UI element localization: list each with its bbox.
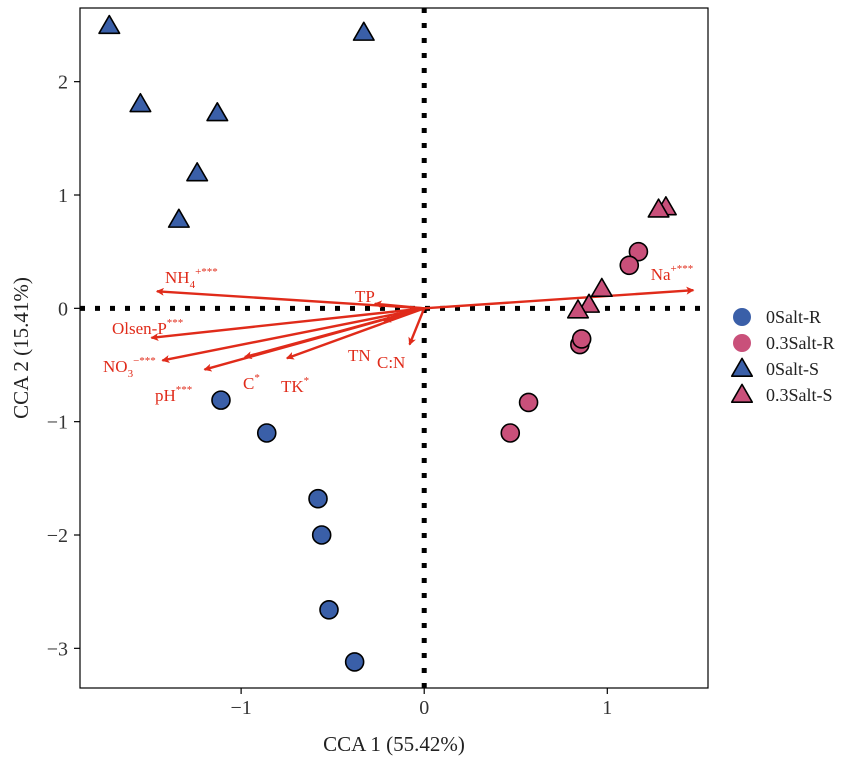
legend-marker-0salt-r: [733, 308, 751, 326]
point-0-3salt-s: [566, 299, 590, 319]
legend-marker-0-3salt-s: [730, 383, 754, 403]
point-0salt-r: [311, 525, 332, 545]
legend-label-0salt-s: 0Salt-S: [766, 359, 819, 379]
vector-label-tk: TK*: [281, 375, 309, 396]
vector-label-na: Na+***: [651, 263, 694, 284]
x-tick-label: −1: [230, 697, 251, 719]
point-0salt-r: [256, 423, 277, 443]
y-axis-title: CCA 2 (15.41%): [9, 277, 33, 419]
y-tick-label: −3: [47, 638, 68, 660]
point-0salt-r: [344, 652, 365, 672]
sample-points: [98, 14, 677, 672]
point-0-3salt-s: [577, 293, 601, 313]
point-0-3salt-s: [590, 277, 613, 298]
y-tick-label: −1: [47, 412, 68, 434]
point-0-3salt-r: [571, 329, 592, 349]
vector-label-nh: NH4+***: [165, 266, 218, 291]
point-0salt-s: [206, 101, 229, 122]
legend-label-0-3salt-s: 0.3Salt-S: [766, 385, 833, 405]
vector-label-c: C*: [243, 372, 260, 393]
point-0-3salt-r: [500, 423, 521, 443]
vector-arrow-tp: [373, 300, 425, 310]
y-tick-label: 1: [58, 185, 68, 207]
axes: −1 0 1 −3 −2 −1 0 1 2: [47, 72, 613, 719]
vector-label-tp: TP: [355, 287, 375, 306]
env-vectors: Na+*** NH4+*** TP Olsen-P*** NO3−*** pH*** C* T…: [103, 263, 695, 405]
plot-panel: [79, 7, 709, 689]
point-0salt-r: [319, 599, 339, 620]
vector-label-no: NO3−***: [103, 355, 156, 380]
point-0salt-s: [167, 208, 190, 228]
x-tick-label: 1: [602, 697, 612, 719]
y-tick-label: −2: [47, 525, 68, 547]
point-0salt-s: [129, 92, 152, 113]
vector-arrow-c-n: [408, 307, 426, 346]
legend-label-0salt-r: 0Salt-R: [766, 307, 821, 327]
vector-label-olsen-p: Olsen-P***: [112, 317, 183, 338]
legend-label-0-3salt-r: 0.3Salt-R: [766, 333, 835, 353]
point-0salt-s: [352, 21, 375, 41]
vector-arrow-olsen-p: [150, 307, 425, 342]
point-0salt-s: [186, 162, 209, 182]
x-tick-label: 0: [419, 697, 429, 719]
vector-label-c-n: C:N: [377, 353, 405, 372]
vector-label-ph: pH***: [155, 384, 192, 405]
point-0-3salt-r: [619, 255, 640, 276]
point-0-3salt-r: [628, 241, 649, 262]
legend-marker-0salt-s: [730, 357, 754, 377]
point-0salt-r: [211, 390, 231, 410]
point-0salt-r: [308, 488, 328, 509]
vector-arrow-no: [161, 307, 425, 364]
y-tick-label: 0: [58, 298, 68, 320]
point-0-3salt-s: [647, 198, 670, 218]
x-axis-title: CCA 1 (55.42%): [323, 732, 465, 756]
legend-marker-0-3salt-r: [733, 334, 751, 352]
vector-arrow-tn: [382, 307, 425, 323]
vector-arrow-na: [424, 286, 695, 310]
point-0salt-s: [98, 14, 121, 35]
point-0-3salt-r: [518, 392, 539, 413]
y-tick-label: 2: [58, 72, 68, 94]
vector-label-tn: TN: [348, 346, 371, 365]
legend: 0Salt-R 0.3Salt-R 0Salt-S 0.3Salt-S: [730, 307, 835, 405]
